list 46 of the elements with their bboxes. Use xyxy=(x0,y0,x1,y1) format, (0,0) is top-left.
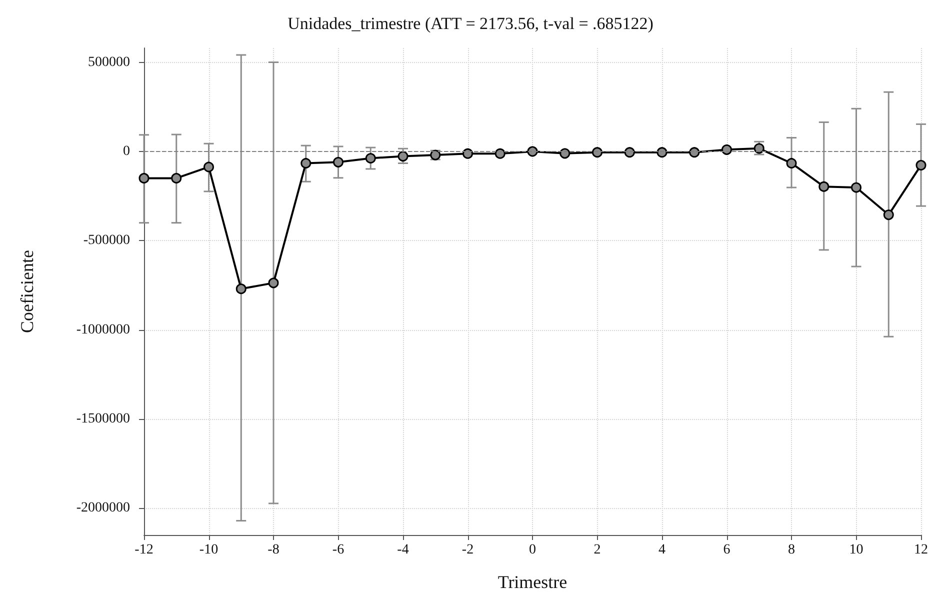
y-tick-label: -1000000 xyxy=(76,322,130,338)
point xyxy=(786,158,797,168)
point xyxy=(398,151,408,162)
point xyxy=(236,284,246,294)
y-tick-label: 0 xyxy=(123,144,130,159)
x-tick-label: -8 xyxy=(268,542,280,558)
point xyxy=(268,278,279,288)
point xyxy=(527,146,538,157)
x-axis-title: Trimestre xyxy=(498,572,568,592)
x-tick-label: -4 xyxy=(397,542,409,558)
x-tick-label: -10 xyxy=(199,542,218,558)
point xyxy=(204,162,214,172)
y-axis-title: Coeficiente xyxy=(17,250,37,333)
point xyxy=(171,172,182,184)
point xyxy=(689,147,700,158)
y-tick-label: -1500000 xyxy=(76,412,130,427)
y-tick-label: 500000 xyxy=(88,54,130,70)
x-tick-label: 4 xyxy=(658,542,666,558)
x-tick-label: 6 xyxy=(723,542,730,558)
x-tick-label: 8 xyxy=(788,542,795,558)
point xyxy=(916,160,926,170)
x-tick-label: 10 xyxy=(849,542,864,558)
point xyxy=(624,147,635,158)
point xyxy=(592,147,602,158)
point xyxy=(365,152,376,164)
point xyxy=(333,156,344,168)
point xyxy=(462,148,473,159)
point xyxy=(560,148,570,159)
x-tick-label: -6 xyxy=(332,542,344,558)
x-tick-label: 0 xyxy=(529,542,536,558)
point xyxy=(851,182,862,193)
point xyxy=(300,158,312,168)
x-tick-label: -2 xyxy=(462,542,474,558)
chart-title: Unidades_trimestre (ATT = 2173.56, t-val = .685122) xyxy=(288,14,654,33)
x-tick-label: -12 xyxy=(134,542,154,558)
point xyxy=(656,147,668,158)
point xyxy=(818,181,830,192)
y-tick-label: -500000 xyxy=(83,233,130,248)
point xyxy=(494,148,506,159)
x-tick-label: 2 xyxy=(594,542,601,558)
point xyxy=(754,143,764,154)
point xyxy=(138,172,150,184)
point xyxy=(883,210,894,220)
x-tick-label: 12 xyxy=(914,542,928,558)
y-tick-label: -2000000 xyxy=(76,500,130,516)
point xyxy=(722,144,732,155)
